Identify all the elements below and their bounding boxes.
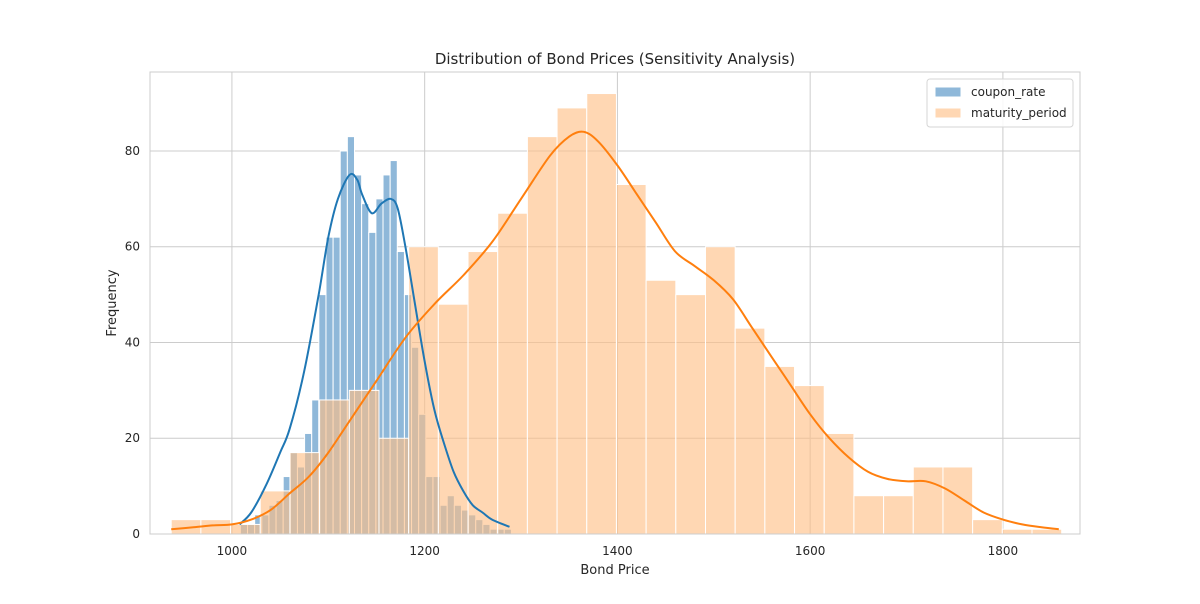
y-tick-label: 60 bbox=[125, 240, 140, 254]
maturity-period-bar bbox=[764, 365, 796, 535]
x-tick-label: 1000 bbox=[217, 544, 248, 558]
maturity-period-bar bbox=[972, 519, 1003, 535]
x-tick-label: 1600 bbox=[795, 544, 826, 558]
maturity-period-bar bbox=[645, 279, 677, 535]
maturity-period-bar bbox=[230, 523, 261, 535]
maturity-period-bar bbox=[467, 251, 499, 535]
legend: coupon_rate maturity_period bbox=[926, 78, 1074, 128]
plot-border bbox=[149, 71, 1081, 535]
legend-box bbox=[926, 78, 1074, 128]
maturity-period-bar bbox=[289, 452, 321, 535]
maturity-period-bar bbox=[378, 437, 410, 535]
maturity-period-bar bbox=[615, 184, 647, 535]
y-tick-label: 80 bbox=[125, 144, 140, 158]
maturity-period-bar bbox=[853, 495, 885, 535]
maturity-period-bar bbox=[912, 466, 944, 535]
chart-title: Distribution of Bond Prices (Sensitivity… bbox=[435, 50, 795, 68]
maturity-period-bar bbox=[883, 495, 914, 535]
maturity-period-legend-label: maturity_period bbox=[971, 106, 1067, 120]
maturity-period-bar bbox=[497, 212, 528, 535]
y-axis-label: Frequency bbox=[105, 269, 120, 336]
coupon-rate-legend-label: coupon_rate bbox=[971, 85, 1045, 99]
coupon-rate-kde-line bbox=[238, 172, 510, 528]
x-tick-label: 1800 bbox=[988, 544, 1019, 558]
histogram-bars bbox=[170, 93, 1063, 535]
maturity-period-bar bbox=[734, 327, 766, 535]
tick-labels: 1000 1200 1400 1600 1800 0 20 40 60 80 bbox=[125, 144, 1018, 558]
maturity-period-bar bbox=[1001, 528, 1033, 535]
plot-frame bbox=[149, 71, 1081, 535]
y-tick-label: 20 bbox=[125, 431, 140, 445]
maturity-period-bar bbox=[704, 246, 736, 535]
maturity-period-bar bbox=[437, 303, 469, 535]
x-axis-label: Bond Price bbox=[580, 563, 649, 578]
coupon-rate-legend-swatch bbox=[934, 86, 962, 98]
x-tick-label: 1200 bbox=[409, 544, 440, 558]
y-tick-label: 40 bbox=[125, 335, 140, 349]
maturity-period-bar bbox=[942, 466, 974, 535]
maturity-period-bar bbox=[586, 93, 617, 535]
maturity-period-bar bbox=[556, 107, 588, 535]
maturity-period-bar bbox=[348, 389, 380, 535]
y-tick-label: 0 bbox=[132, 527, 140, 541]
maturity-period-legend-swatch bbox=[934, 107, 962, 119]
maturity-period-bar bbox=[823, 432, 855, 535]
maturity-period-bar bbox=[526, 136, 558, 535]
maturity-period-bar bbox=[319, 399, 350, 535]
maturity-period-kde-line bbox=[171, 130, 1059, 531]
kde-curves bbox=[171, 130, 1059, 531]
maturity-period-bar bbox=[675, 294, 706, 535]
maturity-period-bar bbox=[794, 385, 825, 535]
x-tick-label: 1400 bbox=[602, 544, 633, 558]
